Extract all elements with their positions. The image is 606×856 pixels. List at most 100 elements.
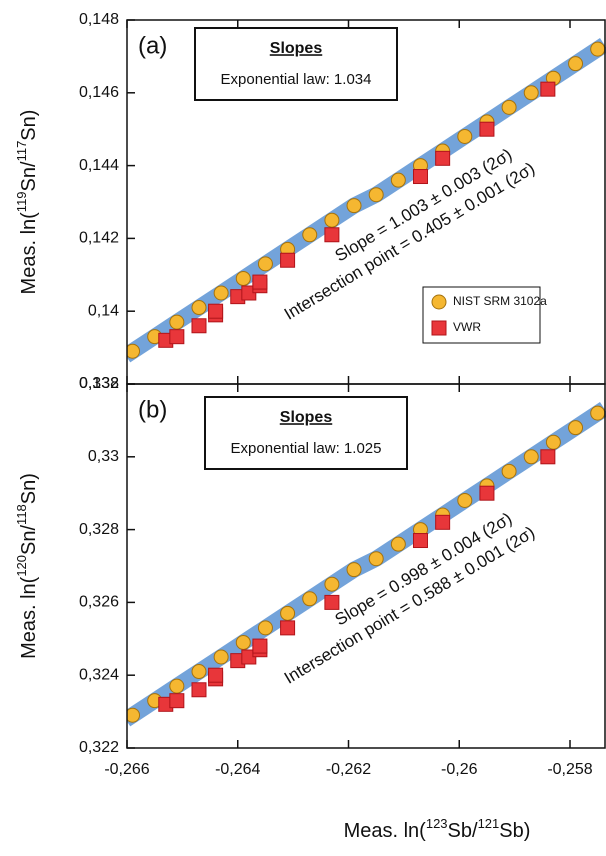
y-axis-label-part: 117 [14,141,29,162]
point [169,693,185,709]
point [191,664,207,680]
plot-frame [126,383,606,749]
point [252,274,268,290]
y-tick-label: 0,332 [79,375,119,392]
x-axis-label-part: Meas. ln( [344,820,427,842]
y-axis-label: Meas. ln(120Sn/118Sn) [14,473,40,659]
x-axis-label-part: Sb/ [448,820,478,842]
point [257,620,273,636]
point [590,41,606,57]
point [346,562,362,578]
point [280,605,296,621]
y-tick-label: 0,33 [88,448,119,465]
slopes-text: Exponential law: 1.034 [221,71,372,88]
point [540,81,556,97]
y-axis-label-part: Sn/ [18,525,40,555]
y-axis-label-part: Sn/ [18,161,40,191]
slopes-text: Exponential law: 1.025 [231,440,382,457]
point [368,187,384,203]
point [324,227,340,243]
point [127,707,141,723]
point [501,99,517,115]
point [324,594,340,610]
point [280,620,296,636]
y-axis-label-part: Meas. ln( [18,576,40,659]
point [346,198,362,214]
x-tick-label: -0,266 [104,761,149,778]
point [208,303,224,319]
x-axis-label-part: 123 [426,816,448,831]
point [324,212,340,228]
point [390,172,406,188]
point [545,434,561,450]
point [235,270,251,286]
legend-marker [431,294,447,310]
slopes-box [204,396,408,470]
point [412,169,428,185]
y-tick-label: 0,138 [79,375,119,392]
point [257,256,273,272]
point [457,492,473,508]
y-axis-label-part: 119 [14,191,29,212]
y-tick-label: 0,144 [79,157,119,174]
point [252,638,268,654]
y-tick-label: 0,322 [79,739,119,756]
x-axis-label-part: Sb) [499,820,530,842]
point [523,85,539,101]
y-axis-label-part: 120 [14,555,29,577]
point [213,649,229,665]
point [169,329,185,345]
slopes-title: Slopes [270,40,323,57]
panel-label: (a) [138,32,167,59]
point [368,551,384,567]
plot-area [127,402,606,727]
annotation: Intersection point = 0.588 ± 0.001 (2σ) [281,523,538,688]
y-tick-label: 0,326 [79,594,119,611]
point [127,343,141,359]
panel-label: (b) [138,396,167,423]
y-tick-label: 0,328 [79,521,119,538]
point [191,300,207,316]
slopes-title: Slopes [280,409,333,426]
fit-band [127,38,606,363]
point [324,576,340,592]
point [280,252,296,268]
y-axis-label-part: 118 [14,504,29,525]
y-tick-label: 0,146 [79,84,119,101]
x-tick-label: -0,26 [441,761,478,778]
legend-marker [431,320,447,336]
point [169,314,185,330]
point [412,533,428,549]
y-tick-label: 0,142 [79,230,119,247]
point [479,485,495,501]
y-axis-label-part: Sn) [18,110,40,141]
point [435,514,451,530]
y-tick-label: 0,14 [88,302,119,319]
fit-band [127,402,606,727]
y-axis-label-part: Meas. ln( [18,212,40,295]
point [191,318,207,334]
legend-label: VWR [453,320,481,334]
y-axis-label: Meas. ln(119Sn/117Sn) [14,110,40,295]
plot-area [127,38,606,363]
point [208,667,224,683]
x-tick-label: -0,264 [215,761,260,778]
point [501,463,517,479]
x-axis-label-part: 121 [478,816,500,831]
point [191,682,207,698]
point [235,634,251,650]
y-tick-label: 0,324 [79,666,119,683]
point [540,449,556,465]
point [568,56,584,72]
point [523,449,539,465]
y-tick-label: 0,148 [79,11,119,28]
point [457,128,473,144]
point [390,536,406,552]
x-axis-label: Meas. ln(123Sb/121Sb) [344,816,531,842]
point [302,227,318,243]
legend-label: NIST SRM 3102a [453,294,547,308]
point [590,405,606,421]
point [169,678,185,694]
x-tick-label: -0,258 [547,761,592,778]
